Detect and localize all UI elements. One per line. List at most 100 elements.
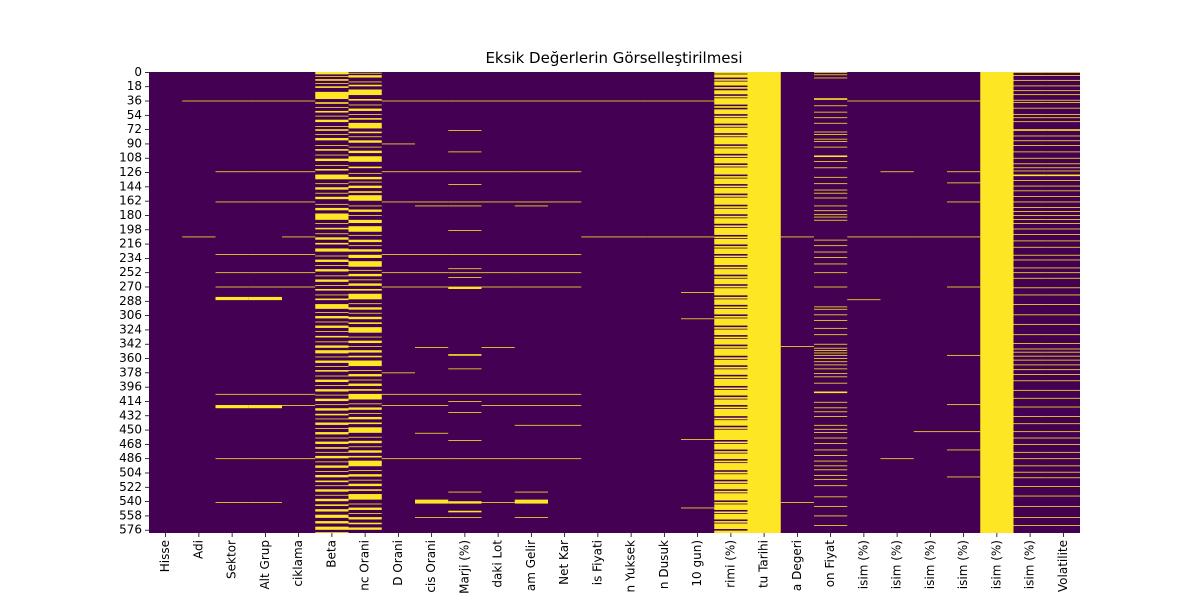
missing-cell xyxy=(315,133,349,135)
missing-cell xyxy=(714,511,748,514)
y-tick-label: 108 xyxy=(119,151,142,165)
missing-cell xyxy=(1046,259,1080,261)
missing-cell xyxy=(514,458,548,460)
missing-cell xyxy=(315,86,349,88)
missing-cell xyxy=(348,427,382,433)
missing-cell xyxy=(448,171,482,173)
y-tick-label: 486 xyxy=(119,451,142,465)
missing-cell xyxy=(348,503,382,505)
missing-cell xyxy=(1046,201,1080,203)
missing-cell xyxy=(348,279,382,281)
x-tick-label: is Fiyati xyxy=(590,540,604,585)
missing-cell xyxy=(814,347,848,349)
missing-cell xyxy=(348,195,382,201)
missing-cell xyxy=(1046,145,1080,146)
missing-cell xyxy=(714,167,748,175)
missing-cell xyxy=(348,176,382,180)
missing-cell xyxy=(315,207,349,211)
missing-cell xyxy=(814,443,848,444)
missing-cell xyxy=(315,72,349,75)
missing-cell xyxy=(714,134,748,137)
missing-cell xyxy=(315,428,349,429)
missing-cell xyxy=(348,254,382,258)
missing-cell xyxy=(315,79,349,81)
missing-cell xyxy=(814,411,848,413)
missing-cell xyxy=(814,437,848,439)
missing-cell xyxy=(315,168,349,171)
missing-cell xyxy=(714,460,748,463)
missing-cell xyxy=(1046,167,1080,169)
missing-cell xyxy=(880,458,914,460)
missing-cell xyxy=(1046,163,1080,165)
missing-cell xyxy=(1013,79,1047,81)
missing-cell xyxy=(415,517,449,518)
missing-cell xyxy=(814,505,848,507)
missing-cell xyxy=(714,125,748,127)
missing-cell xyxy=(348,446,382,448)
missing-cell xyxy=(1046,369,1080,371)
missing-cell xyxy=(548,405,582,406)
missing-cell xyxy=(348,81,382,83)
missing-cell xyxy=(348,507,382,510)
y-tick-label: 522 xyxy=(119,480,142,494)
missing-cell xyxy=(315,398,349,402)
missing-cell xyxy=(448,151,482,153)
missing-cell xyxy=(282,272,316,274)
missing-cell xyxy=(548,286,582,288)
missing-cell xyxy=(714,236,748,239)
missing-cell xyxy=(1046,174,1080,177)
missing-cell xyxy=(215,405,249,409)
missing-cell xyxy=(1013,107,1047,109)
missing-cell xyxy=(448,277,482,278)
missing-cell xyxy=(714,299,748,305)
missing-cell xyxy=(714,266,748,269)
missing-cell xyxy=(1013,190,1047,192)
x-tick-label: isim (%) xyxy=(956,540,970,589)
missing-cell xyxy=(348,249,382,252)
missing-cell xyxy=(714,523,748,530)
missing-cell xyxy=(514,201,548,203)
missing-cell xyxy=(348,283,382,286)
missing-cell xyxy=(315,461,349,463)
missing-cell xyxy=(1013,129,1047,131)
missing-cell xyxy=(1013,223,1047,224)
missing-cell xyxy=(514,393,548,395)
missing-cell xyxy=(714,490,748,493)
missing-cell xyxy=(714,296,748,299)
missing-cell xyxy=(814,161,848,162)
missing-cell xyxy=(348,360,382,367)
missing-cell xyxy=(1046,215,1080,216)
missing-cell xyxy=(348,273,382,277)
missing-cell xyxy=(1046,185,1080,187)
missing-cell xyxy=(348,340,382,344)
missing-cell xyxy=(780,502,814,503)
missing-cell xyxy=(315,298,349,301)
missing-cell xyxy=(714,483,748,490)
missing-cell xyxy=(814,515,848,517)
missing-cell xyxy=(913,236,947,238)
x-tick-label: isim (%) xyxy=(1023,540,1037,589)
missing-cell xyxy=(548,201,582,203)
missing-cell xyxy=(348,355,382,358)
missing-cell xyxy=(381,405,415,406)
missing-cell xyxy=(282,393,316,395)
missing-cell xyxy=(315,437,349,439)
missing-cell xyxy=(315,504,349,506)
missing-cell xyxy=(315,321,349,323)
x-tick-label: D Orani xyxy=(391,540,405,586)
missing-cell xyxy=(1013,380,1047,382)
missing-cell xyxy=(714,513,748,520)
missing-cell xyxy=(1013,364,1047,366)
missing-cell xyxy=(714,148,748,154)
missing-cell xyxy=(282,254,316,255)
missing-cell xyxy=(1046,267,1080,269)
missing-cell xyxy=(1013,451,1047,453)
missing-cell xyxy=(1046,75,1080,76)
missing-cell xyxy=(1013,517,1047,518)
missing-cell xyxy=(1046,170,1080,172)
missing-cell xyxy=(814,407,848,409)
missing-cell xyxy=(348,122,382,129)
missing-cell xyxy=(315,366,349,367)
missing-cell xyxy=(714,471,748,474)
missing-cell xyxy=(581,100,615,102)
